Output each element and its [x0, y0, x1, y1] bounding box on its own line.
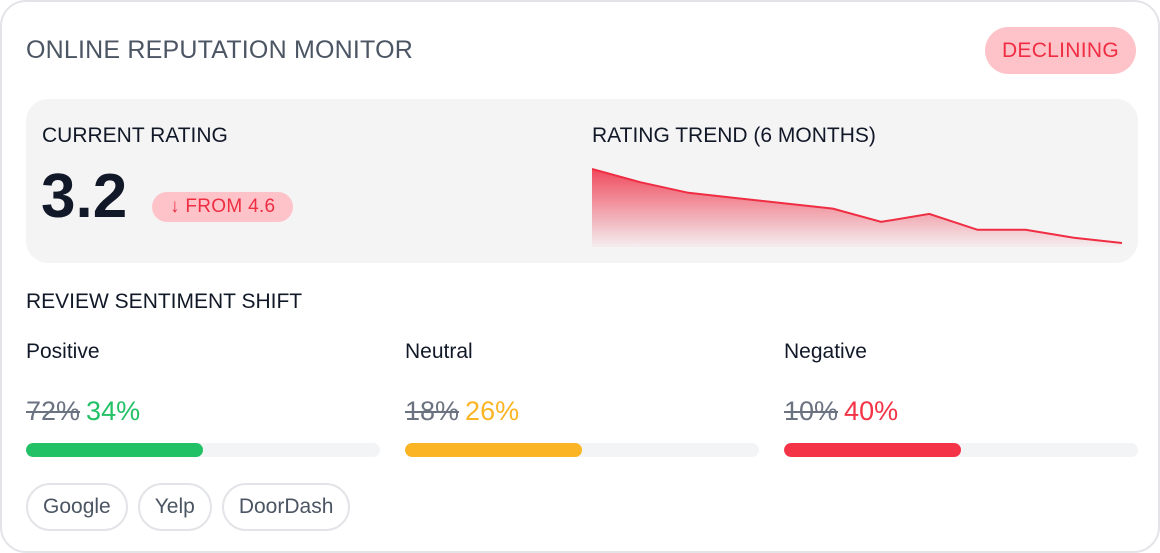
rating-change-badge: ↓ FROM 4.6	[152, 192, 294, 222]
status-badge: DECLINING	[984, 27, 1136, 74]
trend-area	[592, 169, 1122, 247]
sentiment-label: Positive	[26, 340, 100, 363]
current-rating-label: CURRENT RATING	[42, 124, 228, 147]
sentiment-bar-track	[784, 443, 1138, 457]
rating-panel: CURRENT RATING 3.2 ↓ FROM 4.6 RATING TRE…	[26, 99, 1138, 263]
trend-line	[592, 168, 1122, 244]
sentiment-bar-fill	[405, 443, 582, 457]
sentiment-label: Negative	[784, 340, 867, 363]
current-percentage: 34%	[86, 396, 141, 426]
trend-label: RATING TREND (6 MONTHS)	[592, 124, 876, 147]
sentiment-label: Neutral	[405, 340, 473, 363]
current-rating-value: 3.2	[41, 162, 128, 231]
platform-tag-yelp[interactable]: Yelp	[137, 483, 212, 531]
previous-percentage: 72%	[26, 396, 81, 426]
sentiment-bar-track	[26, 443, 380, 457]
sentiment-negative: Negative 10% 40%	[784, 340, 1138, 460]
current-percentage: 26%	[465, 396, 520, 426]
sentiment-bar-track	[405, 443, 759, 457]
rating-trend-sparkline	[592, 168, 1122, 247]
sentiment-bar-fill	[26, 443, 203, 457]
platform-tag-doordash[interactable]: DoorDash	[221, 483, 351, 531]
card-title: ONLINE REPUTATION MONITOR	[26, 36, 413, 64]
platform-tag-google[interactable]: Google	[26, 483, 128, 531]
previous-percentage: 18%	[405, 396, 460, 426]
sentiment-bar-fill	[784, 443, 961, 457]
sentiment-neutral: Neutral 18% 26%	[405, 340, 759, 460]
current-percentage: 40%	[844, 396, 899, 426]
platform-tags: Google Yelp DoorDash	[26, 483, 351, 531]
previous-percentage: 10%	[784, 396, 839, 426]
sentiment-positive: Positive 72% 34%	[26, 340, 380, 460]
sentiment-section-title: REVIEW SENTIMENT SHIFT	[26, 290, 303, 313]
